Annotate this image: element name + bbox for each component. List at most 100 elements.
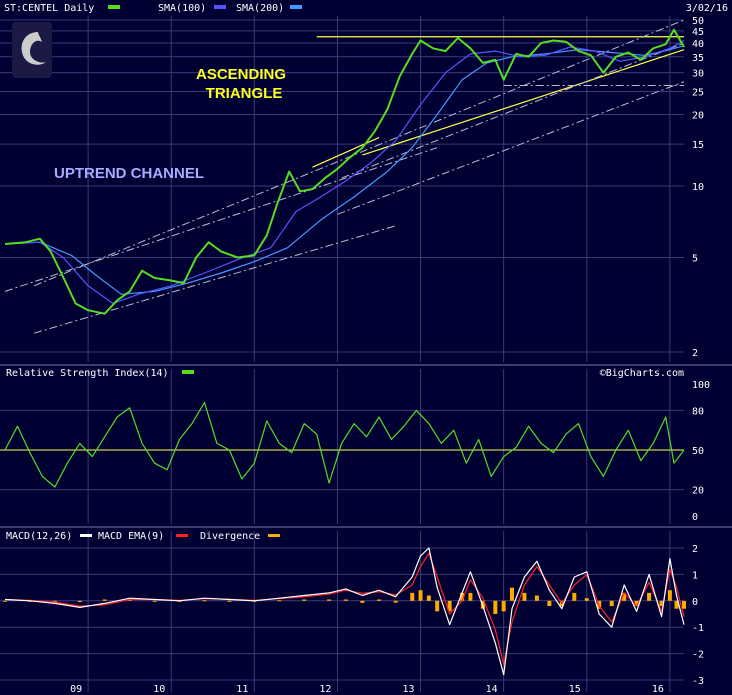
- rsi-legend-swatch: [182, 370, 194, 374]
- macd-ema-label: MACD EMA(9): [98, 531, 164, 542]
- macd-series: [3, 547, 686, 676]
- macd-y-tick-label: -1: [692, 623, 704, 634]
- price-y-tick-label: 25: [692, 87, 704, 98]
- divergence-bar: [102, 599, 107, 601]
- rsi-y-tick-label: 20: [692, 486, 704, 497]
- price-y-tick-label: 50: [692, 16, 704, 27]
- divergence-bar: [360, 600, 365, 603]
- divergence-bar: [493, 600, 498, 614]
- divergence-bar: [501, 600, 506, 612]
- divergence-bar: [447, 600, 452, 612]
- divergence-bar: [667, 590, 672, 601]
- price-y-tick-label: 40: [692, 39, 704, 50]
- bigcharts-logo: [12, 22, 52, 78]
- channel-upper-line: [33, 19, 685, 287]
- rsi-y-tick-label: 0: [692, 512, 698, 523]
- price-y-tick-label: 45: [692, 27, 704, 38]
- divergence-bar: [127, 599, 132, 601]
- macd-ema-legend-swatch: [176, 534, 188, 537]
- macd-label: MACD(12,26): [6, 531, 72, 542]
- sma200-line: [4, 45, 685, 295]
- macd-y-tick-label: 2: [692, 544, 698, 555]
- price-y-tick-label: 15: [692, 140, 704, 151]
- rsi-line: [4, 401, 685, 488]
- x-tick-label: 12: [319, 684, 331, 695]
- price-series: [4, 28, 685, 315]
- ticker-label: ST:CENTEL Daily: [4, 3, 94, 14]
- divergence-label: Divergence: [200, 531, 260, 542]
- divergence-bar: [410, 592, 415, 601]
- divergence-bar: [426, 595, 431, 601]
- divergence-bar: [52, 600, 57, 603]
- divergence-bar: [302, 599, 307, 601]
- channel-mid-line: [341, 42, 685, 179]
- rsi-y-tick-label: 100: [692, 380, 710, 391]
- divergence-bar: [435, 600, 440, 612]
- channel-lower-line: [337, 81, 685, 215]
- date-label: 3/02/16: [686, 3, 728, 14]
- divergence-bar: [634, 600, 639, 607]
- divergence-bar: [277, 600, 282, 602]
- uptrend-channel-annotation: UPTREND CHANNEL: [54, 165, 204, 182]
- divergence-bar: [152, 600, 157, 602]
- x-tick-label: 11: [236, 684, 248, 695]
- rsi-label: Relative Strength Index(14): [6, 368, 169, 379]
- watermark: ©BigCharts.com: [600, 368, 684, 379]
- x-tick-label: 10: [153, 684, 165, 695]
- divergence-bar: [572, 592, 577, 601]
- x-tick-label: 09: [70, 684, 82, 695]
- divergence-bar: [674, 600, 679, 609]
- rsi-series: [0, 401, 685, 488]
- divergence-bar: [682, 600, 686, 609]
- ascending-triangle-annotation-line2: TRIANGLE: [206, 85, 283, 102]
- grid-lines: [0, 16, 684, 692]
- divergence-bar: [547, 600, 552, 607]
- divergence-legend-swatch: [268, 534, 280, 537]
- price-y-tick-label: 30: [692, 69, 704, 80]
- price-y-tick-label: 20: [692, 111, 704, 122]
- macd-legend-swatch: [80, 534, 92, 537]
- divergence-bar: [393, 600, 398, 603]
- triangle-support-extension: [312, 136, 380, 168]
- triangle-support-line: [362, 49, 685, 156]
- rsi-y-tick-label: 50: [692, 446, 704, 457]
- divergence-bar: [659, 600, 664, 607]
- sma100-line: [4, 39, 685, 305]
- divergence-bar: [343, 599, 348, 601]
- channel-mid-upper-line: [4, 147, 438, 292]
- divergence-bar: [622, 592, 627, 601]
- rsi-y-tick-label: 80: [692, 406, 704, 417]
- divergence-bar: [460, 592, 465, 601]
- axis-ticks: 09 10 11 12 13 14 15 16251015202530354045500205…: [70, 16, 710, 695]
- divergence-bar: [418, 590, 423, 601]
- macd-y-tick-label: -3: [692, 676, 704, 687]
- divergence-bar: [584, 598, 589, 601]
- price-legend-swatch: [108, 5, 120, 9]
- divergence-bar: [468, 592, 473, 601]
- sma200-label: SMA(200): [236, 3, 284, 14]
- divergence-bar: [522, 592, 527, 601]
- macd-ema-line: [4, 552, 685, 665]
- channel-lower-left-line: [33, 225, 396, 334]
- macd-y-tick-label: -2: [692, 650, 704, 661]
- divergence-bar: [3, 600, 7, 602]
- x-tick-label: 15: [569, 684, 581, 695]
- sma200-legend-swatch: [290, 5, 302, 9]
- divergence-bar: [376, 599, 381, 601]
- divergence-bar: [609, 600, 614, 607]
- sma100-label: SMA(100): [158, 3, 206, 14]
- price-y-tick-label: 10: [692, 182, 704, 193]
- macd-y-tick-label: 0: [692, 597, 698, 608]
- price-panel: [0, 16, 732, 365]
- macd-y-tick-label: 1: [692, 570, 698, 581]
- price-y-tick-label: 2: [692, 348, 698, 359]
- divergence-bar: [327, 599, 332, 601]
- price-overlays: [4, 19, 685, 334]
- macd-line: [4, 547, 685, 676]
- price-y-tick-label: 5: [692, 253, 698, 264]
- sma100-legend-swatch: [214, 5, 226, 9]
- divergence-bar: [227, 600, 232, 602]
- divergence-bar: [202, 600, 207, 602]
- x-tick-label: 13: [403, 684, 415, 695]
